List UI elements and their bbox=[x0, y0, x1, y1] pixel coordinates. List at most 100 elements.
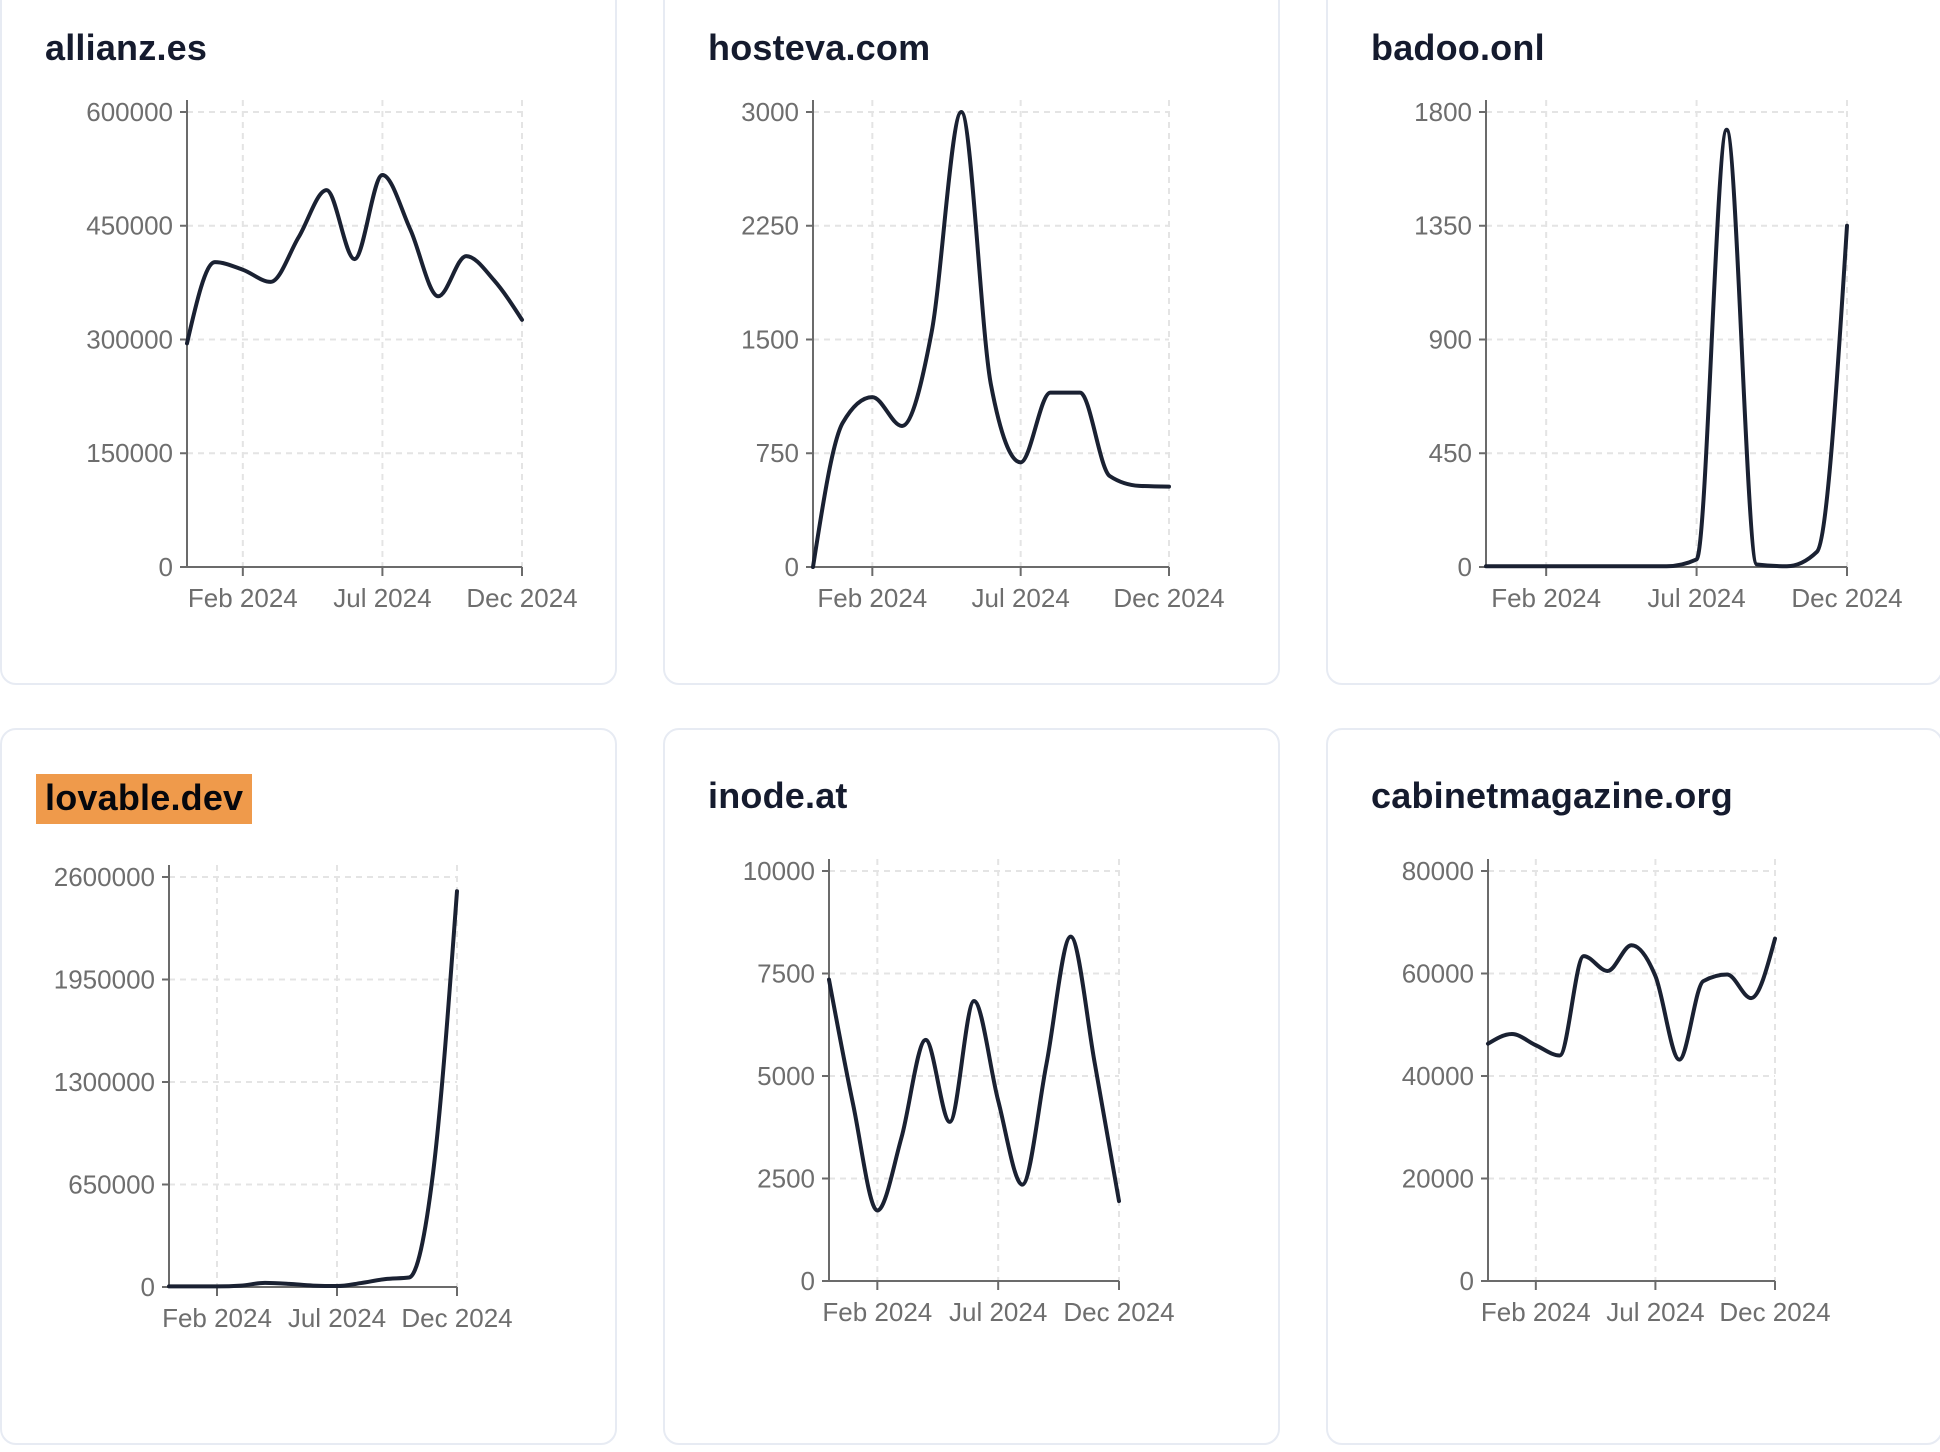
y-tick-label: 20000 bbox=[1402, 1163, 1474, 1193]
y-tick-label: 10000 bbox=[743, 856, 815, 886]
grid-lines bbox=[187, 100, 523, 567]
y-tick-labels: 0 2500 5000 7500 10000 bbox=[743, 856, 815, 1296]
grid-lines bbox=[1488, 859, 1776, 1281]
series-line bbox=[811, 110, 1171, 569]
chart-title-text: inode.at bbox=[708, 775, 848, 816]
chart-title-text: allianz.es bbox=[45, 27, 208, 68]
x-tick-labels: Feb 2024 Jul 2024 Dec 2024 bbox=[822, 1297, 1174, 1327]
axes bbox=[1479, 100, 1848, 576]
x-tick-label: Jul 2024 bbox=[949, 1297, 1047, 1327]
x-tick-labels: Feb 2024 Jul 2024 Dec 2024 bbox=[1491, 583, 1902, 613]
y-tick-label: 2250 bbox=[741, 211, 799, 241]
y-tick-label: 300000 bbox=[86, 324, 173, 354]
chart-card-badoo[interactable]: badoo.onl 0 450 900 1350 1800 Feb 2024 Jul 202… bbox=[1326, 0, 1940, 685]
chart-title-text: cabinetmagazine.org bbox=[1371, 775, 1733, 816]
y-tick-label: 1300000 bbox=[54, 1067, 155, 1097]
line-chart: 0 650000 1300000 1950000 2600000 Feb 2024 Jul … bbox=[54, 862, 513, 1333]
y-tick-label: 150000 bbox=[86, 438, 173, 468]
chart-title: cabinetmagazine.org bbox=[1371, 774, 1940, 818]
y-tick-label: 80000 bbox=[1402, 856, 1474, 886]
y-tick-label: 450000 bbox=[86, 211, 173, 241]
x-tick-label: Feb 2024 bbox=[1481, 1297, 1591, 1327]
line-chart: 0 20000 40000 60000 80000 Feb 2024 Jul 2024 Dec… bbox=[1402, 856, 1831, 1327]
y-tick-label: 1500 bbox=[741, 324, 799, 354]
chart-card-allianz[interactable]: allianz.es 0 150000 300000 450000 600000 Feb … bbox=[0, 0, 617, 685]
chart-card-hosteva[interactable]: hosteva.com 0 750 1500 2250 3000 Feb 2024 Jul … bbox=[663, 0, 1280, 685]
y-tick-label: 0 bbox=[141, 1272, 155, 1302]
line-chart: 0 450 900 1350 1800 Feb 2024 Jul 2024 Dec 2024 bbox=[1414, 97, 1903, 613]
y-tick-label: 0 bbox=[1458, 552, 1472, 582]
y-tick-labels: 0 750 1500 2250 3000 bbox=[741, 97, 799, 582]
y-tick-label: 450 bbox=[1429, 438, 1472, 468]
x-tick-labels: Feb 2024 Jul 2024 Dec 2024 bbox=[188, 583, 578, 613]
y-tick-label: 2600000 bbox=[54, 862, 155, 892]
x-tick-label: Feb 2024 bbox=[822, 1297, 932, 1327]
grid-lines bbox=[813, 100, 1170, 567]
series-line bbox=[1486, 936, 1777, 1062]
axes bbox=[162, 865, 458, 1296]
series-line bbox=[167, 889, 459, 1289]
x-tick-label: Dec 2024 bbox=[1719, 1297, 1830, 1327]
y-tick-labels: 0 450 900 1350 1800 bbox=[1414, 97, 1472, 582]
x-tick-labels: Feb 2024 Jul 2024 Dec 2024 bbox=[162, 1303, 513, 1333]
y-tick-label: 900 bbox=[1429, 324, 1472, 354]
series-line bbox=[827, 934, 1121, 1213]
chart-title: allianz.es bbox=[45, 26, 615, 70]
x-tick-label: Dec 2024 bbox=[1791, 583, 1902, 613]
x-tick-label: Dec 2024 bbox=[1113, 583, 1224, 613]
y-tick-label: 1950000 bbox=[54, 964, 155, 994]
x-tick-label: Feb 2024 bbox=[817, 583, 927, 613]
y-tick-label: 600000 bbox=[86, 97, 173, 127]
y-tick-label: 0 bbox=[159, 552, 173, 582]
x-tick-label: Jul 2024 bbox=[288, 1303, 386, 1333]
y-tick-label: 5000 bbox=[757, 1061, 815, 1091]
y-tick-labels: 0 650000 1300000 1950000 2600000 bbox=[54, 862, 155, 1302]
y-tick-label: 0 bbox=[801, 1266, 815, 1296]
y-tick-labels: 0 20000 40000 60000 80000 bbox=[1402, 856, 1474, 1296]
y-tick-label: 650000 bbox=[68, 1169, 155, 1199]
x-tick-label: Feb 2024 bbox=[188, 583, 298, 613]
y-tick-label: 1800 bbox=[1414, 97, 1472, 127]
x-tick-label: Dec 2024 bbox=[1063, 1297, 1174, 1327]
x-tick-label: Jul 2024 bbox=[1606, 1297, 1704, 1327]
y-tick-label: 40000 bbox=[1402, 1061, 1474, 1091]
axes bbox=[180, 100, 523, 576]
y-tick-label: 2500 bbox=[757, 1163, 815, 1193]
x-tick-label: Dec 2024 bbox=[466, 583, 577, 613]
grid-lines bbox=[829, 859, 1120, 1281]
chart-title-text: hosteva.com bbox=[708, 27, 931, 68]
y-tick-label: 0 bbox=[785, 552, 799, 582]
axes bbox=[822, 859, 1120, 1290]
series-line bbox=[1484, 127, 1849, 569]
y-tick-label: 1350 bbox=[1414, 211, 1472, 241]
axes bbox=[806, 100, 1170, 576]
axes bbox=[1481, 859, 1776, 1290]
y-tick-label: 3000 bbox=[741, 97, 799, 127]
x-tick-label: Feb 2024 bbox=[162, 1303, 272, 1333]
chart-card-cabinetmagazine[interactable]: cabinetmagazine.org 0 20000 40000 60000 8000… bbox=[1326, 728, 1940, 1445]
series-line bbox=[185, 172, 524, 346]
chart-title: hosteva.com bbox=[708, 26, 1278, 70]
x-tick-label: Jul 2024 bbox=[972, 583, 1070, 613]
x-tick-labels: Feb 2024 Jul 2024 Dec 2024 bbox=[817, 583, 1224, 613]
y-tick-label: 750 bbox=[756, 438, 799, 468]
chart-title: badoo.onl bbox=[1371, 26, 1940, 70]
x-tick-label: Jul 2024 bbox=[333, 583, 431, 613]
chart-card-inode[interactable]: inode.at 0 2500 5000 7500 10000 Feb 2024 Jul 2… bbox=[663, 728, 1280, 1445]
chart-title: inode.at bbox=[708, 774, 1278, 818]
y-tick-label: 0 bbox=[1460, 1266, 1474, 1296]
line-chart: 0 750 1500 2250 3000 Feb 2024 Jul 2024 Dec 2024 bbox=[741, 97, 1225, 613]
chart-title-text: lovable.dev bbox=[36, 774, 253, 824]
chart-title: lovable.dev bbox=[36, 774, 615, 824]
line-chart: 0 2500 5000 7500 10000 Feb 2024 Jul 2024 Dec 20… bbox=[743, 856, 1175, 1327]
x-tick-labels: Feb 2024 Jul 2024 Dec 2024 bbox=[1481, 1297, 1831, 1327]
x-tick-label: Jul 2024 bbox=[1647, 583, 1745, 613]
line-chart: 0 150000 300000 450000 600000 Feb 2024 Jul 202… bbox=[86, 97, 578, 613]
grid-lines bbox=[169, 865, 458, 1287]
chart-title-text: badoo.onl bbox=[1371, 27, 1545, 68]
chart-card-lovable[interactable]: lovable.dev 0 650000 1300000 1950000 2600000… bbox=[0, 728, 617, 1445]
y-tick-label: 7500 bbox=[757, 958, 815, 988]
x-tick-label: Dec 2024 bbox=[401, 1303, 512, 1333]
y-tick-label: 60000 bbox=[1402, 958, 1474, 988]
